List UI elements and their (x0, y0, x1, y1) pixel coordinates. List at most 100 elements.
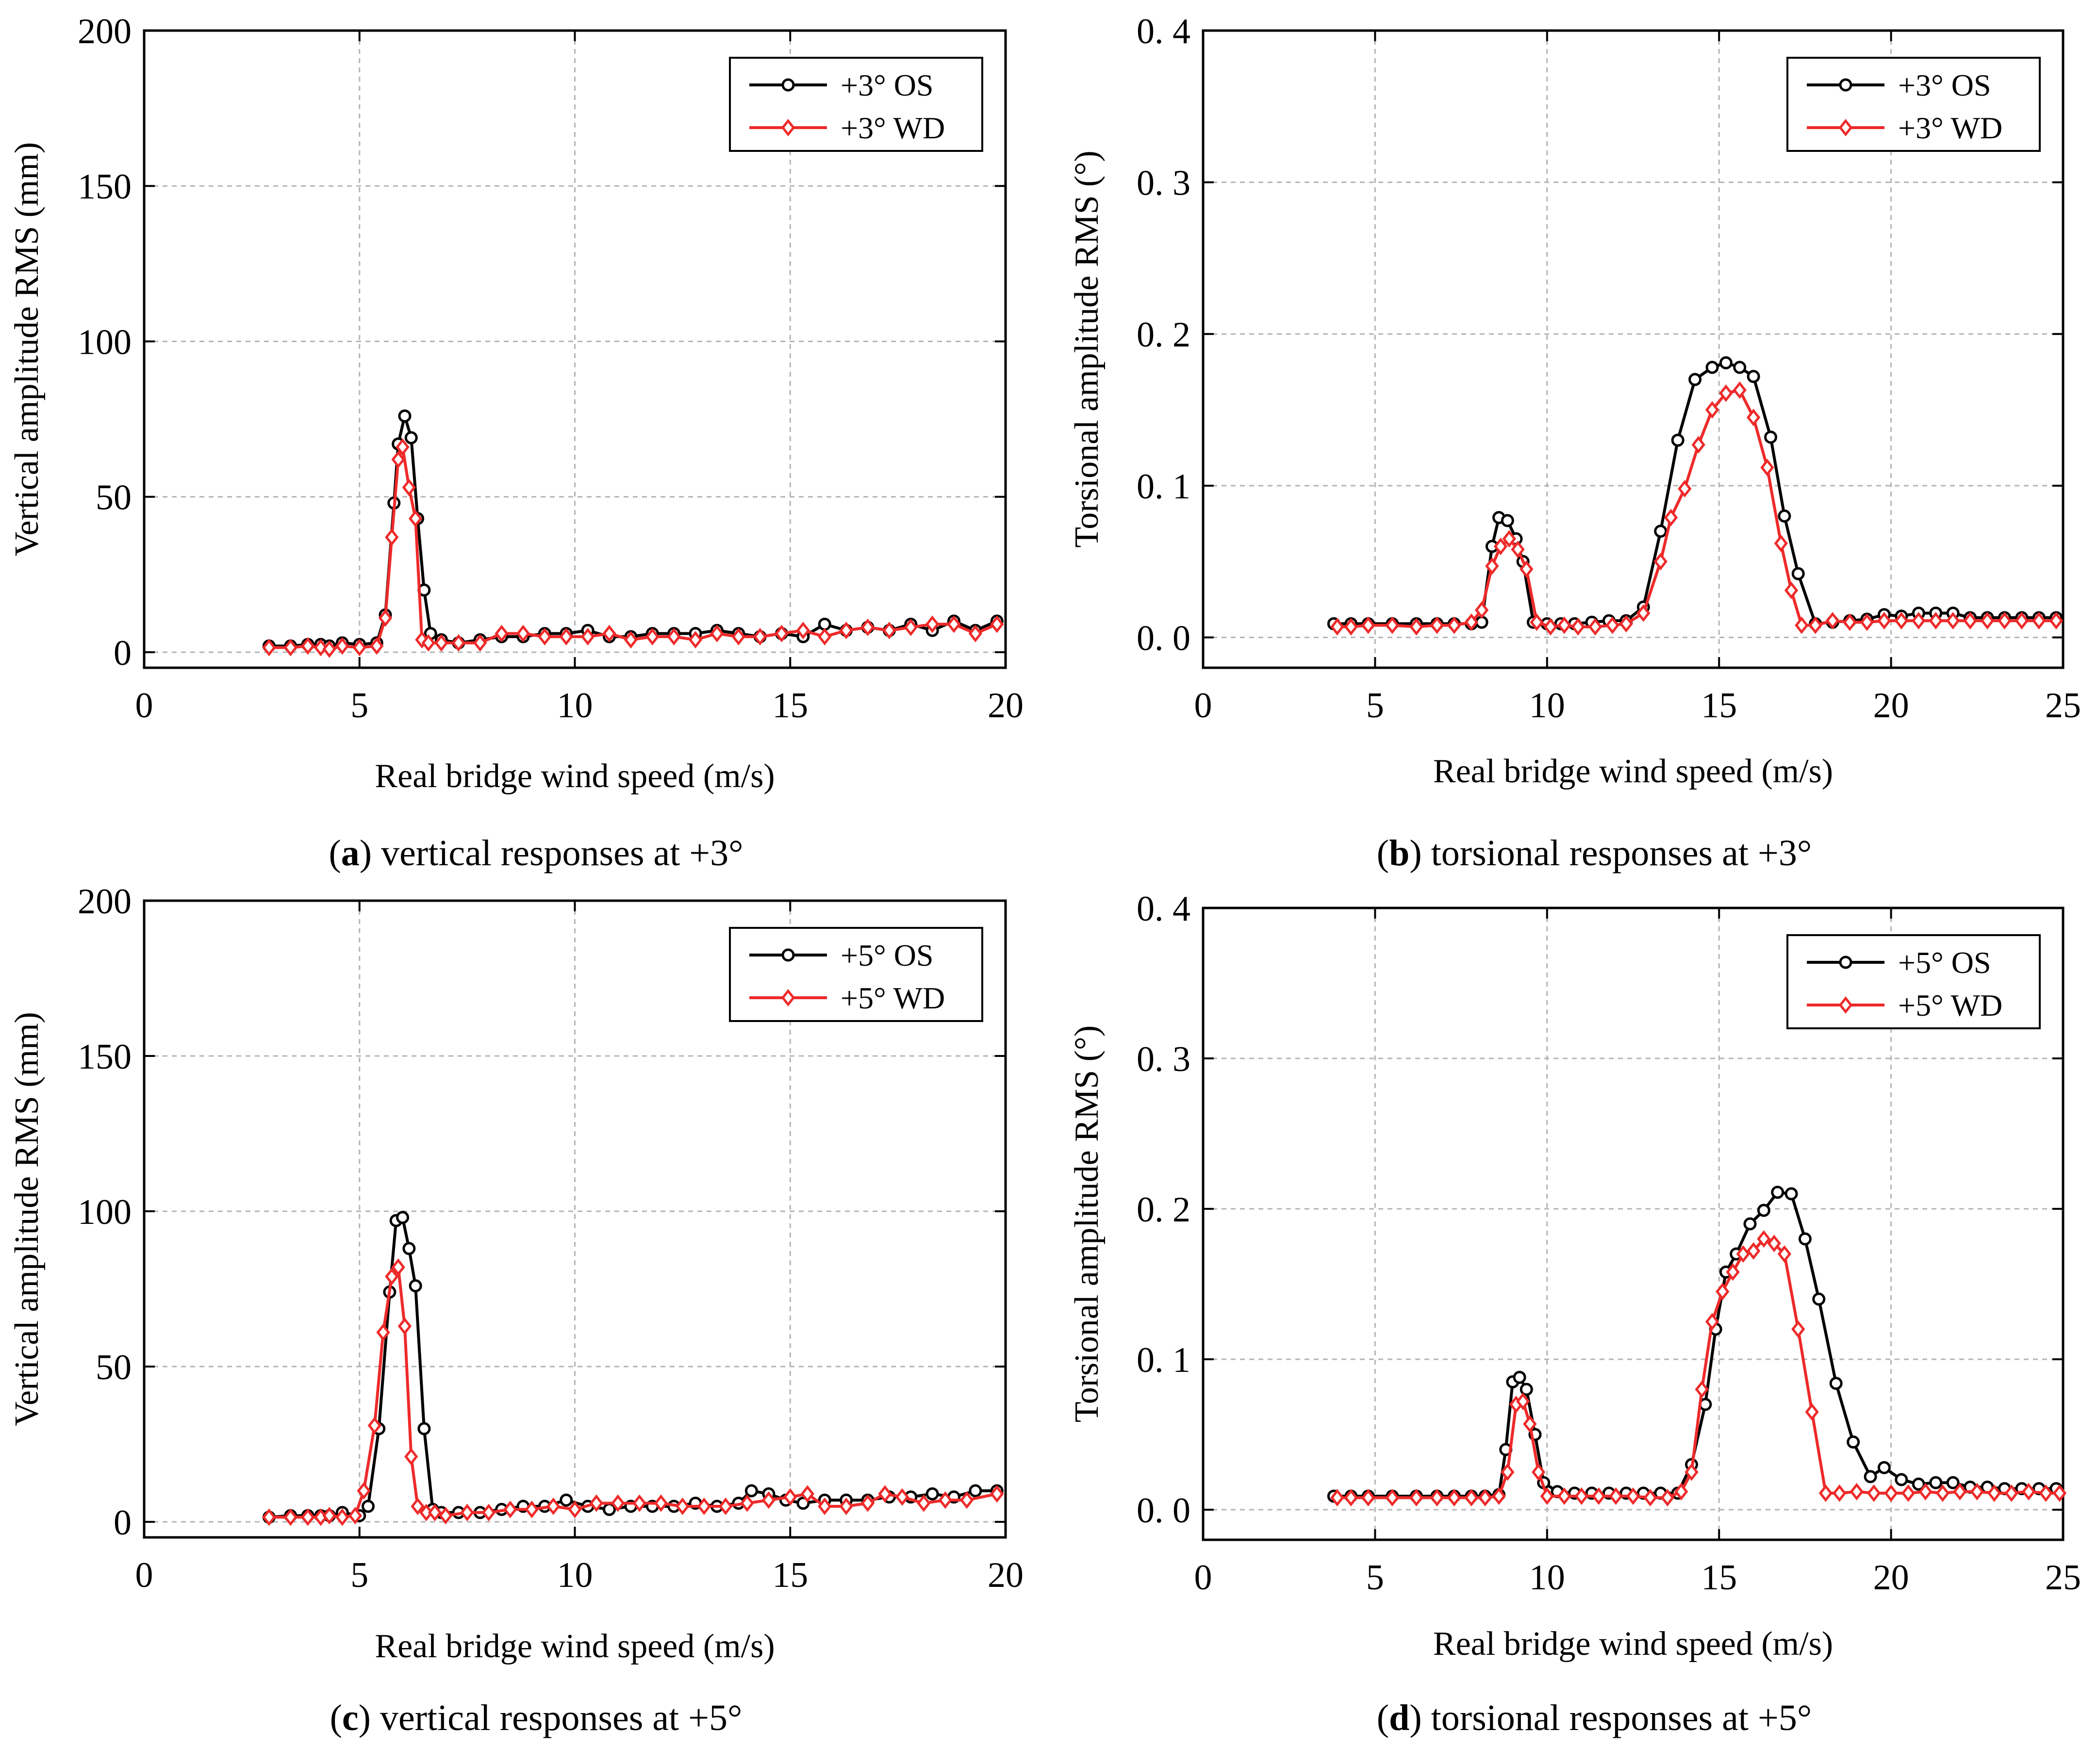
data-point (362, 1500, 375, 1513)
data-point (1478, 1489, 1492, 1507)
data-point (938, 1491, 952, 1509)
data-point (878, 1485, 892, 1503)
data-point (1877, 1461, 1891, 1474)
data-point (314, 639, 328, 657)
x-tick-label: 0 (1194, 686, 1212, 725)
data-point (404, 431, 418, 445)
data-point (1743, 1217, 1757, 1231)
caption-paren-open: ( (330, 1698, 342, 1738)
data-point (262, 639, 276, 657)
data-point (1953, 1483, 1967, 1500)
data-point (1798, 1232, 1812, 1246)
x-tick-label: 10 (1529, 1558, 1565, 1598)
data-point (559, 627, 573, 645)
legend-marker (1839, 956, 1852, 969)
data-point (1516, 1392, 1530, 1410)
data-point (1818, 1484, 1833, 1502)
data-point (1619, 615, 1634, 633)
data-point (1733, 381, 1747, 399)
data-point (1492, 1487, 1506, 1505)
data-point (1660, 1489, 1675, 1507)
data-point (1485, 557, 1499, 575)
legend: +3° OS +3° WD (1786, 57, 2041, 152)
data-point (624, 631, 638, 649)
data-point (1464, 613, 1479, 631)
data-point (1501, 1463, 1515, 1481)
data-point (1520, 1383, 1533, 1396)
data-point (718, 1497, 733, 1516)
panel-b: 0 5 10 15 20 25 0. 0 0. 1 0. 2 0. 3 0. 4 Real bridg… (1068, 12, 2081, 874)
x-tick-label: 5 (1366, 1558, 1384, 1598)
data-point (1784, 1187, 1798, 1201)
data-point (322, 1507, 336, 1525)
data-point (839, 622, 853, 640)
data-point (2004, 1484, 2018, 1502)
data-point (783, 1488, 797, 1506)
data-point (1523, 1415, 1537, 1433)
data-point (421, 634, 435, 652)
y-tick-label: 100 (78, 1192, 132, 1232)
data-point (1726, 1263, 1740, 1281)
data-point (1795, 616, 1809, 634)
data-point (417, 1422, 431, 1435)
x-tick-label: 20 (988, 686, 1024, 725)
data-point (632, 1494, 646, 1512)
data-point (1588, 618, 1602, 636)
series-wd (262, 1258, 1004, 1526)
data-point (1719, 356, 1733, 370)
data-point (1654, 525, 1668, 538)
data-point (1531, 1463, 1546, 1481)
data-point (367, 1417, 381, 1434)
data-point (1774, 534, 1788, 552)
data-point (1344, 1489, 1358, 1507)
data-point (860, 1494, 875, 1512)
data-point (1894, 612, 1909, 630)
data-point (396, 1211, 409, 1224)
data-point (1825, 612, 1840, 630)
data-point (1847, 1435, 1860, 1449)
y-tick-label: 0. 0 (1137, 1491, 1190, 1531)
data-point (503, 1500, 517, 1518)
data-point (404, 1448, 418, 1466)
legend-marker (781, 118, 795, 137)
data-point (1664, 509, 1678, 527)
y-tick-label: 0. 3 (1137, 1039, 1190, 1079)
data-point (990, 1485, 1004, 1503)
data-point (917, 1494, 931, 1512)
data-point (1791, 1320, 1805, 1338)
legend-label: +3° WD (1898, 111, 2002, 145)
x-axis-title: Real bridge wind speed (m/s) (375, 1628, 775, 1665)
caption-letter: a (341, 833, 360, 874)
data-point (391, 1258, 405, 1276)
caption-paren-close: ) (359, 1698, 380, 1738)
data-point (1671, 433, 1685, 447)
data-point (546, 1497, 561, 1516)
caption-paren-open: ( (329, 833, 341, 874)
data-point (1705, 1313, 1719, 1331)
data-point (1867, 1484, 1881, 1502)
data-point (2021, 1483, 2036, 1500)
data-point (397, 1317, 412, 1335)
data-point (1557, 1487, 1571, 1505)
data-point (402, 478, 416, 496)
y-tick-label: 0 (114, 1503, 132, 1543)
legend-box (729, 927, 983, 1022)
y-tick-label: 50 (96, 478, 132, 518)
data-point (1757, 1203, 1770, 1217)
data-point (667, 627, 681, 645)
data-point (1543, 618, 1558, 636)
legend-label: +3° OS (841, 68, 934, 102)
data-point (697, 1497, 711, 1516)
data-point (385, 1268, 399, 1286)
y-tick-label: 150 (78, 1037, 132, 1077)
data-point (1747, 370, 1760, 383)
data-point (1344, 618, 1358, 636)
panel-d: 0 5 10 15 20 25 0. 0 0. 1 0. 2 0. 3 0. 4 Real bridg… (1068, 889, 2081, 1738)
data-point (1501, 514, 1514, 528)
data-point (1447, 1489, 1461, 1507)
legend-label: +5° OS (841, 938, 934, 973)
data-point (1447, 616, 1461, 634)
